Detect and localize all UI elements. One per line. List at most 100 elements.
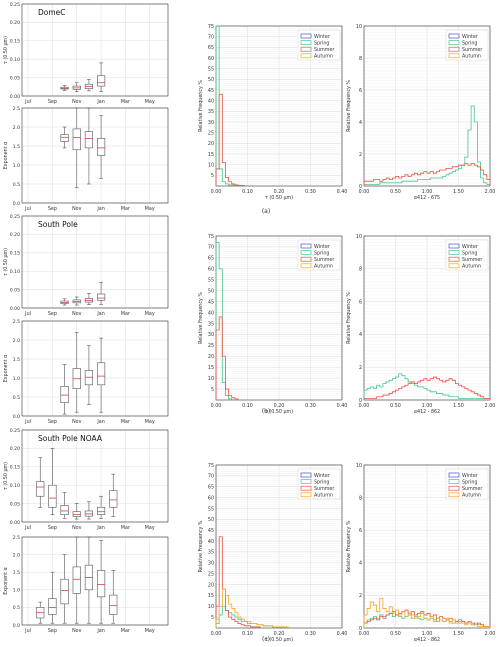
c-tau-hist-ytick-label: 60 — [208, 495, 214, 501]
c-tau-box-box — [97, 495, 106, 519]
a-alpha-hist-series-summer — [363, 163, 491, 186]
b-tau-box-ytick-label: 0.20 — [10, 232, 20, 238]
a-tau-box-ytick-label: 0.15 — [10, 39, 20, 45]
c-tau-box-xtick-label: Sep — [48, 525, 57, 531]
c-alpha-hist-ytick-label: 6 — [359, 528, 362, 534]
panel-letter-b: (b) — [262, 408, 271, 415]
c-tau-hist-ytick-label: 55 — [208, 506, 214, 512]
legend-label-spring: Spring — [314, 40, 329, 46]
b-alpha-box-box — [97, 337, 106, 413]
b-alpha-hist-series-spring — [363, 373, 491, 400]
b-tau-box-ytick-label: 0.10 — [10, 269, 20, 275]
box-iqr — [97, 75, 106, 87]
box-iqr — [97, 362, 106, 386]
b-tau-box-box — [60, 298, 69, 306]
a-alpha-box-box — [97, 115, 106, 179]
c-alpha-box-xtick-label: Jul — [24, 628, 31, 634]
box-iqr — [60, 386, 69, 403]
a-alpha-hist-ytick-label: 6 — [359, 88, 362, 94]
box-iqr — [60, 578, 69, 605]
a-tau-hist-ytick-label: 35 — [208, 109, 214, 115]
c-tau-hist-xtick-label: 0.30 — [305, 631, 316, 637]
c-tau-hist-ytick-label: 10 — [208, 604, 214, 610]
box-iqr — [109, 594, 118, 615]
c-tau-hist-series-autumn — [215, 588, 289, 628]
c-alpha-box-xtick-label: Mar — [121, 628, 130, 634]
legend-label-autumn: Autumn — [314, 54, 333, 60]
a-alpha-box-ytick-label: 1.5 — [13, 144, 20, 150]
panel-letter-c: (c) — [262, 636, 270, 643]
c-alpha-box-ytick-label: 1.0 — [13, 588, 20, 594]
a-tau-hist-ytick-label: 75 — [208, 24, 214, 30]
a-tau-box-title: DomeC — [38, 8, 66, 17]
c-alpha-box-ytick-label: 0.0 — [13, 623, 20, 629]
box-iqr — [97, 570, 106, 598]
b-tau-box-ytick-label: 0.15 — [10, 251, 20, 257]
c-alpha-hist-xtick-label: 0.00 — [359, 631, 370, 637]
a-tau-box-ytick-label: 0.20 — [10, 20, 20, 26]
a-tau-box-xtick-label: May — [145, 99, 155, 105]
b-tau-box-box — [72, 296, 81, 306]
legend-swatch-spring — [448, 40, 460, 45]
legend-label-summer: Summer — [314, 47, 334, 53]
legend-box — [445, 29, 489, 61]
legend-label-summer: Summer — [462, 486, 482, 492]
a-tau-box-ytick-label: 0.00 — [10, 94, 20, 100]
legend-label-spring: Spring — [462, 40, 477, 46]
c-tau-box-box — [48, 448, 57, 515]
c-tau-box-frame — [21, 429, 169, 523]
c-alpha-hist-ytick-label: 2 — [359, 593, 362, 599]
b-alpha-hist-xtick-label: 0.00 — [359, 403, 370, 409]
c-alpha-box-ytick-label: 1.5 — [13, 570, 20, 576]
b-alpha-hist-ytick-label: 6 — [359, 299, 362, 305]
legend-swatch-autumn — [448, 492, 460, 498]
box-iqr — [109, 490, 118, 508]
c-alpha-box-ytick-label: 2.0 — [13, 552, 20, 558]
a-alpha-box-box — [72, 107, 81, 189]
legend-swatch-autumn — [448, 53, 460, 59]
c-tau-hist-ytick-label: 15 — [208, 593, 214, 599]
legend-swatch-winter — [448, 243, 460, 249]
legend-label-autumn: Autumn — [462, 493, 481, 499]
a-tau-hist-xtick-label: 0.00 — [211, 189, 222, 195]
c-tau-box-ytick-label: 0.10 — [10, 483, 20, 489]
c-tau-box-box — [36, 457, 45, 508]
b-tau-hist-ytick-label: 75 — [208, 234, 214, 240]
box-iqr — [72, 511, 81, 517]
legend-label-summer: Summer — [314, 486, 334, 492]
a-alpha-box-ytick-label: 2.0 — [13, 125, 20, 131]
c-tau-hist-xtick-label: 0.10 — [242, 631, 253, 637]
a-tau-hist-ylabel: Relative Frequency % — [198, 80, 204, 132]
c-alpha-hist-series-autumn — [363, 598, 491, 628]
a-tau-hist-xtick-label: 0.10 — [242, 189, 253, 195]
b-alpha-hist-xtick-label: 1.50 — [453, 403, 464, 409]
c-tau-hist-chart: 5 10 15 20 25 30 35 40 45 50 55 60 65 70 75 0.00 0.10 0.2… — [198, 463, 347, 643]
b-tau-hist-xtick-label: 0.30 — [305, 403, 316, 409]
b-tau-hist-ytick-label: 60 — [208, 267, 214, 273]
a-tau-hist-ytick-label: 15 — [208, 152, 214, 158]
a-alpha-box-ytick-label: 0.0 — [13, 201, 20, 207]
legend-swatch-winter — [448, 472, 460, 478]
c-tau-box-xtick-label: Jul — [24, 525, 31, 531]
legend-swatch-spring — [300, 479, 312, 484]
b-alpha-box-xtick-label: Sep — [48, 419, 57, 425]
c-alpha-hist-ytick-label: 8 — [359, 495, 362, 501]
legend-swatch-summer — [300, 256, 312, 262]
a-alpha-hist-ylabel: Relative Frequency % — [346, 80, 352, 132]
a-alpha-hist-ytick-label: 10 — [356, 24, 362, 30]
b-alpha-hist-xtick-label: 2.00 — [485, 403, 496, 409]
a-tau-box-xtick-label: Nov — [72, 99, 82, 105]
box-iqr — [97, 293, 106, 301]
c-tau-hist-ytick-label: 5 — [211, 615, 214, 621]
a-alpha-box-box — [60, 126, 69, 149]
legend-box — [445, 468, 489, 500]
a-tau-hist-ytick-label: 55 — [208, 66, 214, 72]
b-alpha-hist-xtick-label: 0.50 — [390, 403, 401, 409]
box-iqr — [60, 134, 69, 142]
b-tau-hist-ytick-label: 65 — [208, 256, 214, 262]
c-tau-hist-ytick-label: 70 — [208, 474, 214, 480]
b-alpha-box-xtick-label: Jul — [24, 419, 31, 425]
a-alpha-box-xtick-label: Jan — [96, 206, 104, 212]
b-tau-hist-xtick-label: 0.00 — [211, 403, 222, 409]
a-tau-hist-ytick-label: 40 — [208, 98, 214, 104]
